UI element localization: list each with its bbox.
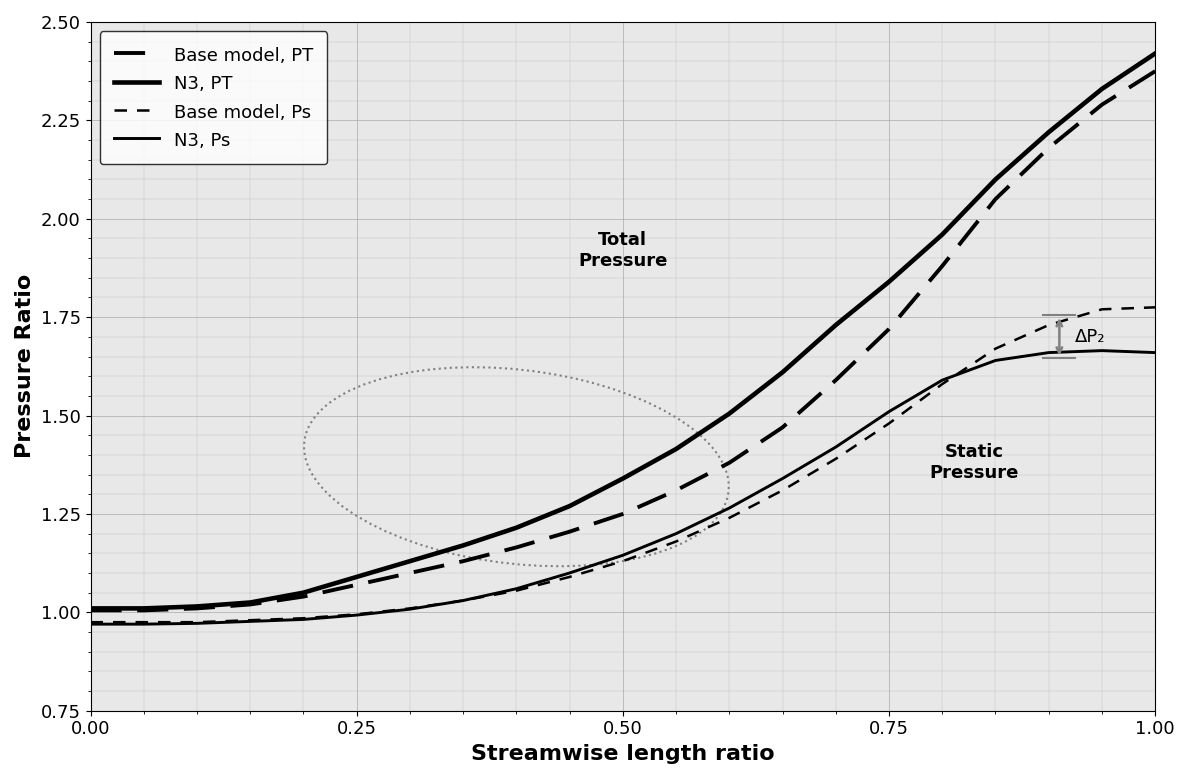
Base model, Ps [402, 604, 416, 613]
N3, PT [509, 523, 524, 532]
N3, PT [563, 502, 577, 511]
N3, PT [776, 368, 790, 377]
Base model, PT [989, 195, 1003, 204]
N3, PT [669, 444, 683, 453]
Base model, Ps [828, 454, 843, 464]
N3, Ps [83, 619, 98, 629]
N3, PT [1041, 128, 1056, 137]
X-axis label: Streamwise length ratio: Streamwise length ratio [471, 744, 775, 764]
Text: Total
Pressure: Total Pressure [578, 231, 668, 270]
Base model, PT [456, 556, 470, 566]
Base model, PT [563, 527, 577, 536]
Base model, Ps [190, 618, 205, 627]
Base model, Ps [989, 344, 1003, 354]
N3, Ps [669, 529, 683, 538]
N3, Ps [935, 375, 950, 385]
Y-axis label: Pressure Ratio: Pressure Ratio [15, 274, 35, 459]
Base model, Ps [296, 614, 311, 623]
Base model, Ps [1148, 303, 1163, 312]
N3, PT [989, 174, 1003, 184]
Base model, Ps [350, 610, 364, 619]
N3, Ps [615, 551, 630, 560]
N3, PT [935, 230, 950, 239]
N3, PT [243, 597, 257, 607]
N3, Ps [563, 569, 577, 578]
Base model, PT [828, 375, 843, 385]
Line: N3, PT: N3, PT [90, 54, 1155, 608]
Base model, PT [1095, 100, 1109, 109]
N3, PT [615, 474, 630, 483]
Legend: Base model, PT, N3, PT, Base model, Ps, N3, Ps: Base model, PT, N3, PT, Base model, Ps, … [100, 31, 327, 164]
Base model, Ps [722, 513, 737, 523]
N3, Ps [190, 619, 205, 628]
N3, Ps [1041, 348, 1056, 358]
Base model, PT [1041, 143, 1056, 153]
Base model, Ps [137, 618, 151, 627]
Base model, PT [137, 606, 151, 615]
N3, PT [296, 588, 311, 597]
N3, PT [722, 409, 737, 418]
N3, Ps [1095, 346, 1109, 355]
Base model, PT [722, 458, 737, 467]
Base model, PT [669, 485, 683, 495]
Text: ΔP₂: ΔP₂ [1076, 328, 1106, 346]
N3, Ps [989, 356, 1003, 365]
Base model, PT [1148, 66, 1163, 76]
N3, Ps [243, 617, 257, 626]
N3, PT [402, 556, 416, 566]
Base model, PT [882, 324, 896, 333]
Base model, Ps [669, 537, 683, 546]
N3, Ps [1148, 348, 1163, 358]
N3, Ps [456, 596, 470, 605]
Base model, PT [83, 606, 98, 615]
N3, PT [1148, 49, 1163, 58]
Line: Base model, PT: Base model, PT [90, 71, 1155, 611]
N3, Ps [828, 442, 843, 452]
Base model, PT [350, 580, 364, 590]
Base model, PT [509, 543, 524, 552]
N3, PT [137, 604, 151, 613]
Base model, PT [296, 592, 311, 601]
Base model, Ps [509, 586, 524, 595]
N3, Ps [776, 474, 790, 483]
Base model, Ps [1041, 320, 1056, 330]
Base model, PT [935, 261, 950, 270]
N3, Ps [137, 619, 151, 629]
N3, PT [83, 604, 98, 613]
Text: Static
Pressure: Static Pressure [929, 443, 1019, 482]
N3, Ps [722, 503, 737, 513]
Base model, Ps [563, 573, 577, 582]
Base model, PT [243, 600, 257, 609]
Base model, Ps [83, 618, 98, 627]
Base model, PT [615, 509, 630, 519]
Base model, Ps [776, 485, 790, 495]
Base model, Ps [615, 556, 630, 566]
Base model, Ps [243, 615, 257, 625]
Base model, PT [776, 423, 790, 432]
Base model, Ps [456, 596, 470, 605]
N3, PT [828, 320, 843, 330]
N3, PT [190, 601, 205, 611]
N3, Ps [402, 605, 416, 614]
N3, PT [1095, 84, 1109, 93]
N3, PT [350, 573, 364, 582]
Base model, Ps [1095, 305, 1109, 314]
Line: Base model, Ps: Base model, Ps [90, 308, 1155, 622]
N3, PT [882, 277, 896, 287]
Base model, PT [402, 569, 416, 578]
N3, Ps [350, 611, 364, 620]
Base model, Ps [882, 419, 896, 428]
Line: N3, Ps: N3, Ps [90, 351, 1155, 624]
N3, PT [456, 541, 470, 550]
N3, Ps [882, 407, 896, 416]
Base model, PT [190, 604, 205, 613]
N3, Ps [296, 615, 311, 624]
N3, Ps [509, 584, 524, 594]
Base model, Ps [935, 379, 950, 389]
